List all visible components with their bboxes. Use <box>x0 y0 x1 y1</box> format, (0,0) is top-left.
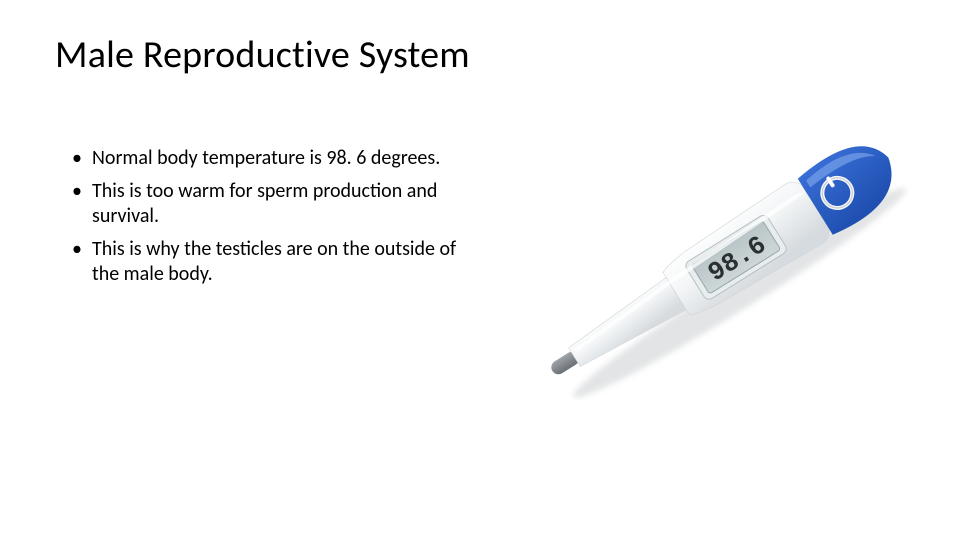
slide: Male Reproductive System Normal body tem… <box>0 0 960 540</box>
list-item: This is why the testicles are on the out… <box>72 237 472 287</box>
thermometer-icon: 98.6 <box>518 130 926 400</box>
page-title: Male Reproductive System <box>55 32 470 78</box>
list-item: Normal body temperature is 98. 6 degrees… <box>72 146 472 171</box>
list-item: This is too warm for sperm production an… <box>72 179 472 229</box>
bullet-list: Normal body temperature is 98. 6 degrees… <box>72 146 472 295</box>
thermometer-image: 98.6 <box>518 130 926 400</box>
